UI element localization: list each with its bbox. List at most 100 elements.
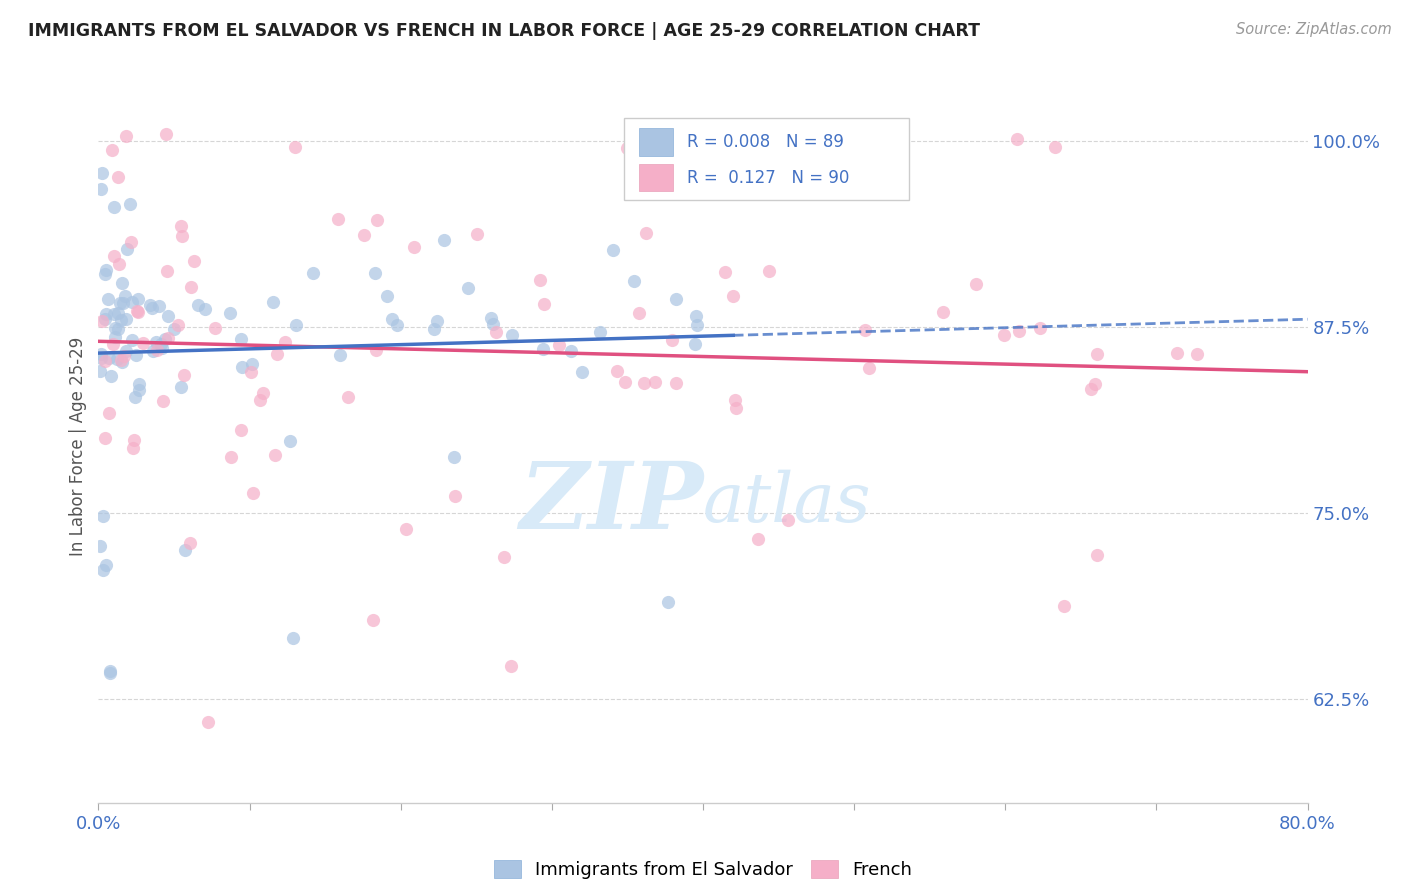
Point bbox=[110, 353, 132, 368]
Point bbox=[443, 450, 465, 465]
Point bbox=[97, 351, 120, 366]
Point bbox=[170, 219, 193, 234]
Point bbox=[104, 321, 127, 335]
Point bbox=[114, 312, 136, 326]
Point bbox=[249, 392, 271, 407]
Point bbox=[1185, 347, 1208, 361]
Point bbox=[547, 338, 569, 352]
Point bbox=[107, 322, 129, 336]
Point bbox=[686, 318, 709, 332]
Point bbox=[993, 328, 1015, 343]
Point bbox=[361, 613, 384, 627]
Point bbox=[98, 406, 121, 420]
Point bbox=[633, 376, 655, 390]
Point bbox=[280, 434, 302, 448]
Point bbox=[721, 289, 744, 303]
Point bbox=[173, 368, 195, 382]
Point bbox=[231, 332, 253, 346]
Point bbox=[115, 128, 138, 143]
Point bbox=[302, 266, 325, 280]
Point bbox=[723, 393, 745, 408]
Point bbox=[104, 330, 127, 344]
Point bbox=[100, 369, 122, 384]
Point bbox=[422, 322, 444, 336]
Point bbox=[778, 513, 800, 527]
Point bbox=[93, 431, 115, 445]
Point bbox=[644, 376, 666, 390]
Point bbox=[142, 343, 165, 358]
Point bbox=[1005, 132, 1028, 146]
Point bbox=[457, 281, 479, 295]
Point bbox=[263, 448, 285, 462]
Point bbox=[121, 294, 143, 309]
Point bbox=[623, 274, 645, 288]
Point bbox=[146, 343, 169, 357]
Point bbox=[1084, 377, 1107, 392]
Point bbox=[204, 321, 226, 335]
Point bbox=[613, 376, 636, 390]
Point bbox=[122, 441, 145, 455]
Point bbox=[108, 295, 131, 310]
Point bbox=[853, 323, 876, 337]
Point bbox=[385, 318, 408, 333]
Point bbox=[107, 169, 129, 184]
Text: IMMIGRANTS FROM EL SALVADOR VS FRENCH IN LABOR FORCE | AGE 25-29 CORRELATION CHA: IMMIGRANTS FROM EL SALVADOR VS FRENCH IN… bbox=[28, 22, 980, 40]
Point bbox=[128, 376, 150, 391]
Point bbox=[94, 354, 117, 368]
Point bbox=[197, 715, 219, 730]
Point bbox=[588, 326, 610, 340]
Point bbox=[747, 532, 769, 546]
Point bbox=[664, 293, 686, 307]
Point bbox=[194, 301, 217, 316]
Point bbox=[239, 365, 262, 379]
Point bbox=[636, 227, 658, 241]
Point bbox=[375, 289, 398, 303]
Point bbox=[965, 277, 987, 292]
Point bbox=[616, 141, 638, 155]
Point bbox=[1080, 382, 1102, 396]
Point bbox=[103, 200, 125, 214]
Point bbox=[443, 489, 465, 503]
Point bbox=[1085, 346, 1108, 360]
Point bbox=[103, 249, 125, 263]
Text: atlas: atlas bbox=[703, 470, 872, 536]
Point bbox=[394, 522, 416, 536]
Point bbox=[127, 305, 149, 319]
Point bbox=[602, 243, 624, 257]
Point bbox=[90, 182, 112, 196]
Point bbox=[231, 360, 253, 375]
Point bbox=[758, 264, 780, 278]
Point bbox=[529, 273, 551, 287]
Point bbox=[127, 292, 149, 306]
Point bbox=[115, 242, 138, 256]
Point bbox=[229, 423, 252, 437]
Point bbox=[91, 509, 114, 524]
Point bbox=[91, 564, 114, 578]
FancyBboxPatch shape bbox=[624, 118, 908, 200]
Y-axis label: In Labor Force | Age 25-29: In Labor Force | Age 25-29 bbox=[69, 336, 87, 556]
Point bbox=[326, 211, 349, 226]
Point bbox=[101, 143, 124, 157]
Point bbox=[163, 322, 186, 336]
Point bbox=[96, 558, 118, 573]
Point bbox=[89, 539, 111, 553]
Point bbox=[479, 311, 502, 326]
Point bbox=[180, 280, 202, 294]
Point bbox=[108, 257, 131, 271]
Point bbox=[114, 289, 136, 303]
Point bbox=[139, 297, 162, 311]
Bar bbox=[638, 128, 673, 155]
Point bbox=[482, 317, 505, 331]
Point bbox=[183, 254, 205, 268]
Point bbox=[93, 312, 115, 326]
Point bbox=[661, 333, 683, 347]
Text: R =  0.127   N = 90: R = 0.127 N = 90 bbox=[688, 169, 849, 186]
Point bbox=[219, 450, 242, 464]
Point bbox=[179, 536, 201, 550]
Point bbox=[1085, 548, 1108, 562]
Point bbox=[112, 349, 135, 363]
Point bbox=[274, 335, 297, 350]
Point bbox=[1053, 599, 1076, 613]
Point bbox=[713, 265, 735, 279]
Point bbox=[284, 140, 307, 154]
